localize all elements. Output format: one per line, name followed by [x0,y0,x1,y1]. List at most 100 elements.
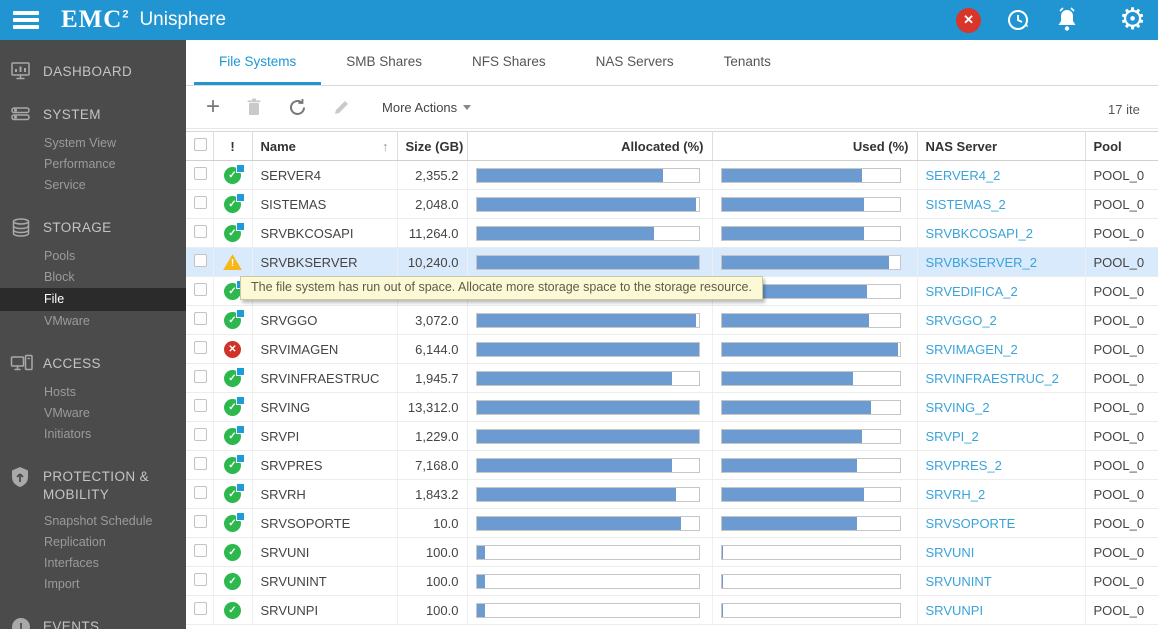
row-checkbox[interactable] [194,254,207,267]
sidebar-item-initiators[interactable]: Initiators [44,427,92,441]
nas-server-link[interactable]: SRVINFRAESTRUC_2 [925,370,1059,386]
row-checkbox[interactable] [194,573,207,586]
sidebar-item-file[interactable]: File [0,288,186,311]
add-button[interactable]: + [206,93,221,120]
sidebar-item-snapshot-schedule[interactable]: Snapshot Schedule [44,514,153,528]
sidebar-section-access[interactable]: ACCESS [0,353,186,375]
table-row[interactable]: ✓ SRVUNI 100.0 SRVUNI POOL_0 [186,537,1158,567]
row-checkbox[interactable] [194,428,207,441]
table-row[interactable]: ✓ SRVPI 1,229.0 SRVPI_2 POOL_0 [186,421,1158,451]
row-checkbox[interactable] [194,167,207,180]
allocated-bar [475,487,700,503]
column-header-status[interactable]: ! [213,131,253,161]
table-row[interactable]: ✓ SERVER4 2,355.2 SERVER4_2 POOL_0 [186,160,1158,190]
row-checkbox[interactable] [194,544,207,557]
table-row[interactable]: ✓ SRVBKCOSAPI 11,264.0 SRVBKCOSAPI_2 POOL_0 [186,218,1158,248]
table-row[interactable]: ✓ SRVING 13,312.0 SRVING_2 POOL_0 [186,392,1158,422]
column-header-name[interactable]: Name ↑ [252,131,398,161]
row-checkbox[interactable] [194,602,207,615]
row-checkbox[interactable] [194,341,207,354]
row-checkbox[interactable] [194,225,207,238]
row-checkbox[interactable] [194,515,207,528]
table-row[interactable]: ✕ SRVIMAGEN 6,144.0 SRVIMAGEN_2 POOL_0 [186,334,1158,364]
row-checkbox[interactable] [194,486,207,499]
sidebar-item-interfaces[interactable]: Interfaces [44,556,99,570]
tab-file-systems[interactable]: File Systems [194,40,322,85]
allocated-bar [475,226,700,242]
nas-server-link[interactable]: SRVBKCOSAPI_2 [925,225,1033,241]
column-header-allocated[interactable]: Allocated (%) [467,131,713,161]
select-all-checkbox[interactable] [194,138,207,151]
sidebar-item-service[interactable]: Service [44,178,86,192]
sidebar-item-vmware[interactable]: VMware [44,314,90,328]
recent-activity-icon[interactable] [1005,7,1031,33]
column-header-used[interactable]: Used (%) [712,131,918,161]
nas-server-link[interactable]: SRVUNI [925,544,975,560]
sidebar-item-hosts[interactable]: Hosts [44,385,76,399]
sidebar-item-block[interactable]: Block [44,270,75,284]
sidebar-item-import[interactable]: Import [44,577,80,591]
sidebar-section-label: ACCESS [43,356,101,371]
row-checkbox[interactable] [194,312,207,325]
sidebar-item-pools[interactable]: Pools [44,249,76,263]
settings-icon[interactable]: ⚙ [1119,3,1146,36]
row-checkbox[interactable] [194,399,207,412]
nas-server-cell: SRVUNPI [917,595,1086,625]
row-checkbox[interactable] [194,196,207,209]
sidebar-item-performance[interactable]: Performance [44,157,116,171]
sidebar-section-system[interactable]: SYSTEM [0,104,186,126]
more-actions-button[interactable]: More Actions [382,100,472,115]
sidebar-item-vmware[interactable]: VMware [44,406,90,420]
sidebar-section-dashboard[interactable]: DASHBOARD [0,61,186,83]
nas-server-link[interactable]: SRVING_2 [925,399,990,415]
nas-server-cell: SERVER4_2 [917,160,1086,190]
sidebar-section-storage[interactable]: STORAGE [0,217,186,239]
nas-server-link[interactable]: SRVPI_2 [925,428,979,444]
nas-server-link[interactable]: SRVIMAGEN_2 [925,341,1018,357]
nas-server-link[interactable]: SRVRH_2 [925,486,986,502]
nas-server-link[interactable]: SERVER4_2 [925,167,1001,183]
sidebar-item-system-view[interactable]: System View [44,136,117,150]
system-health-error-icon[interactable]: ✕ [956,7,982,33]
nas-server-link[interactable]: SRVGGO_2 [925,312,997,328]
tab-smb-shares[interactable]: SMB Shares [346,54,423,69]
row-checkbox[interactable] [194,457,207,470]
size-cell: 7,168.0 [397,450,468,480]
menu-icon[interactable] [13,11,39,29]
row-checkbox[interactable] [194,283,207,296]
row-checkbox[interactable] [194,370,207,383]
table-row[interactable]: ✓ SRVUNINT 100.0 SRVUNINT POOL_0 [186,566,1158,596]
row-select-cell [186,276,214,306]
edit-button[interactable] [333,99,350,116]
allocated-bar [475,574,700,590]
table-row[interactable]: ✓ SRVSOPORTE 10.0 SRVSOPORTE POOL_0 [186,508,1158,538]
nas-server-link[interactable]: SRVSOPORTE [925,515,1016,531]
nas-server-link[interactable]: SRVEDIFICA_2 [925,283,1018,299]
allocated-cell [467,363,713,393]
table-row[interactable]: ✓ SISTEMAS 2,048.0 SISTEMAS_2 POOL_0 [186,189,1158,219]
refresh-button[interactable] [288,98,307,117]
table-row[interactable]: ✓ SRVPRES 7,168.0 SRVPRES_2 POOL_0 [186,450,1158,480]
column-header-size[interactable]: Size (GB) [397,131,468,161]
notifications-icon[interactable] [1055,7,1079,33]
table-row[interactable]: ✓ SRVINFRAESTRUC 1,945.7 SRVINFRAESTRUC_2 PO… [186,363,1158,393]
nas-server-link[interactable]: SRVBKSERVER_2 [925,254,1038,270]
table-row[interactable]: ! SRVBKSERVER 10,240.0 SRVBKSERVER_2 POOL_0 [186,247,1158,277]
tab-nfs-shares[interactable]: NFS Shares [472,54,546,69]
sidebar-section-events[interactable]: ! EVENTS [0,616,186,629]
sidebar-item-replication[interactable]: Replication [44,535,106,549]
table-row[interactable]: ✓ SRVRH 1,843.2 SRVRH_2 POOL_0 [186,479,1158,509]
tab-nas-servers[interactable]: NAS Servers [595,54,674,69]
table-row[interactable]: ✓ SRVUNPI 100.0 SRVUNPI POOL_0 [186,595,1158,625]
table-row[interactable]: ✓ SRVGGO 3,072.0 SRVGGO_2 POOL_0 [186,305,1158,335]
nas-server-link[interactable]: SRVUNINT [925,573,992,589]
nas-server-link[interactable]: SISTEMAS_2 [925,196,1006,212]
nas-server-link[interactable]: SRVPRES_2 [925,457,1002,473]
delete-button[interactable] [246,98,262,116]
nas-server-link[interactable]: SRVUNPI [925,602,984,618]
column-header-nas[interactable]: NAS Server [917,131,1086,161]
tab-tenants[interactable]: Tenants [723,54,771,69]
column-header-pool[interactable]: Pool [1085,131,1158,161]
used-bar-fill [721,198,864,212]
sidebar-section-protection-mobility[interactable]: PROTECTION & MOBILITY [0,466,186,504]
